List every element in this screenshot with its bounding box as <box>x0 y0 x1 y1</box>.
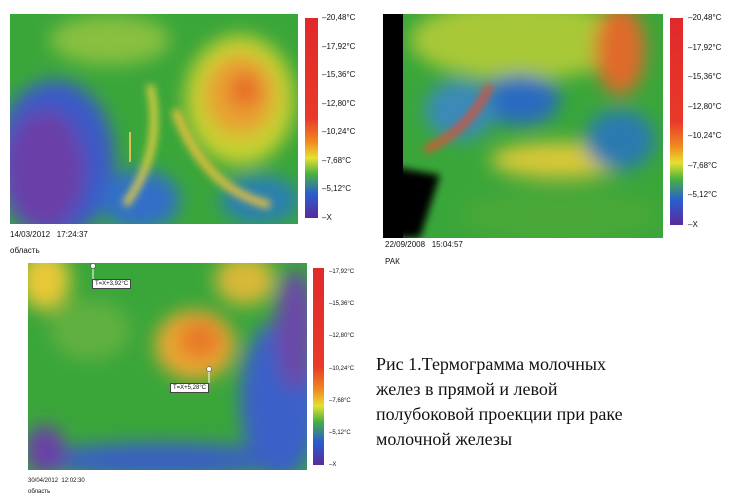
colorbar <box>313 268 324 465</box>
scale-label: –12,80°C <box>322 98 356 108</box>
scale-label: –7,68°C <box>322 155 351 165</box>
scale-label: –X <box>329 462 337 468</box>
colorbar <box>670 18 683 225</box>
date: 30/04/2012 <box>28 478 59 484</box>
scale-label: –5,12°C <box>322 184 351 194</box>
panel-label: РАК <box>385 257 400 266</box>
scale-label: –12,80°C <box>329 333 355 340</box>
caption-line: молочной железы <box>376 429 513 449</box>
caption-line: Рис 1.Термограмма молочных <box>376 354 607 374</box>
temperature-marker: T=X+5,28°C <box>170 383 210 393</box>
scale-label: –7,68°C <box>329 397 351 404</box>
scale-label: –15,36°C <box>322 70 356 80</box>
scale-label: –15,36°C <box>688 72 722 82</box>
timestamp: 30/04/2012 12:02:30 <box>28 476 85 486</box>
panel-label: область <box>28 489 51 495</box>
scale-label: –17,92°C <box>688 42 722 52</box>
timestamp: 14/03/2012 17:24:37 <box>10 230 88 240</box>
time: 17:24:37 <box>56 230 88 239</box>
scale-label: –10,24°C <box>322 127 356 137</box>
time: 12:02:30 <box>61 478 85 484</box>
scale-label: –20,48°C <box>688 13 722 22</box>
caption: Рис 1.Термограмма молочных желез в прямо… <box>376 352 623 452</box>
scale-label: –7,68°C <box>688 160 717 170</box>
caption-line: полубоковой проекции при раке <box>376 404 623 424</box>
thermogram-1 <box>10 14 298 224</box>
timestamp: 22/09/2008 15:04:57 <box>385 240 463 250</box>
scale-label: –17,92°C <box>322 41 356 51</box>
scale-label: –12,80°C <box>688 101 722 111</box>
scale-label: –10,24°C <box>329 365 355 372</box>
date: 14/03/2012 <box>10 230 51 239</box>
scale-label: –17,92°C <box>329 269 355 275</box>
scale-label: –5,12°C <box>688 190 717 200</box>
caption-line: желез в прямой и левой <box>376 379 558 399</box>
time: 15:04:57 <box>431 240 463 249</box>
scale-label: –15,36°C <box>329 301 355 308</box>
scale-label: –X <box>688 220 698 229</box>
panel-label: область <box>10 246 40 255</box>
thermogram-2 <box>383 14 663 238</box>
scale-label: –X <box>322 213 332 222</box>
colorbar <box>305 18 318 218</box>
scale-label: –20,48°C <box>322 13 356 22</box>
temperature-marker: T=X+3,92°C <box>92 279 132 289</box>
date: 22/09/2008 <box>385 240 426 249</box>
scale-label: –5,12°C <box>329 429 351 436</box>
scale-label: –10,24°C <box>688 131 722 141</box>
thermogram-3 <box>28 263 307 470</box>
